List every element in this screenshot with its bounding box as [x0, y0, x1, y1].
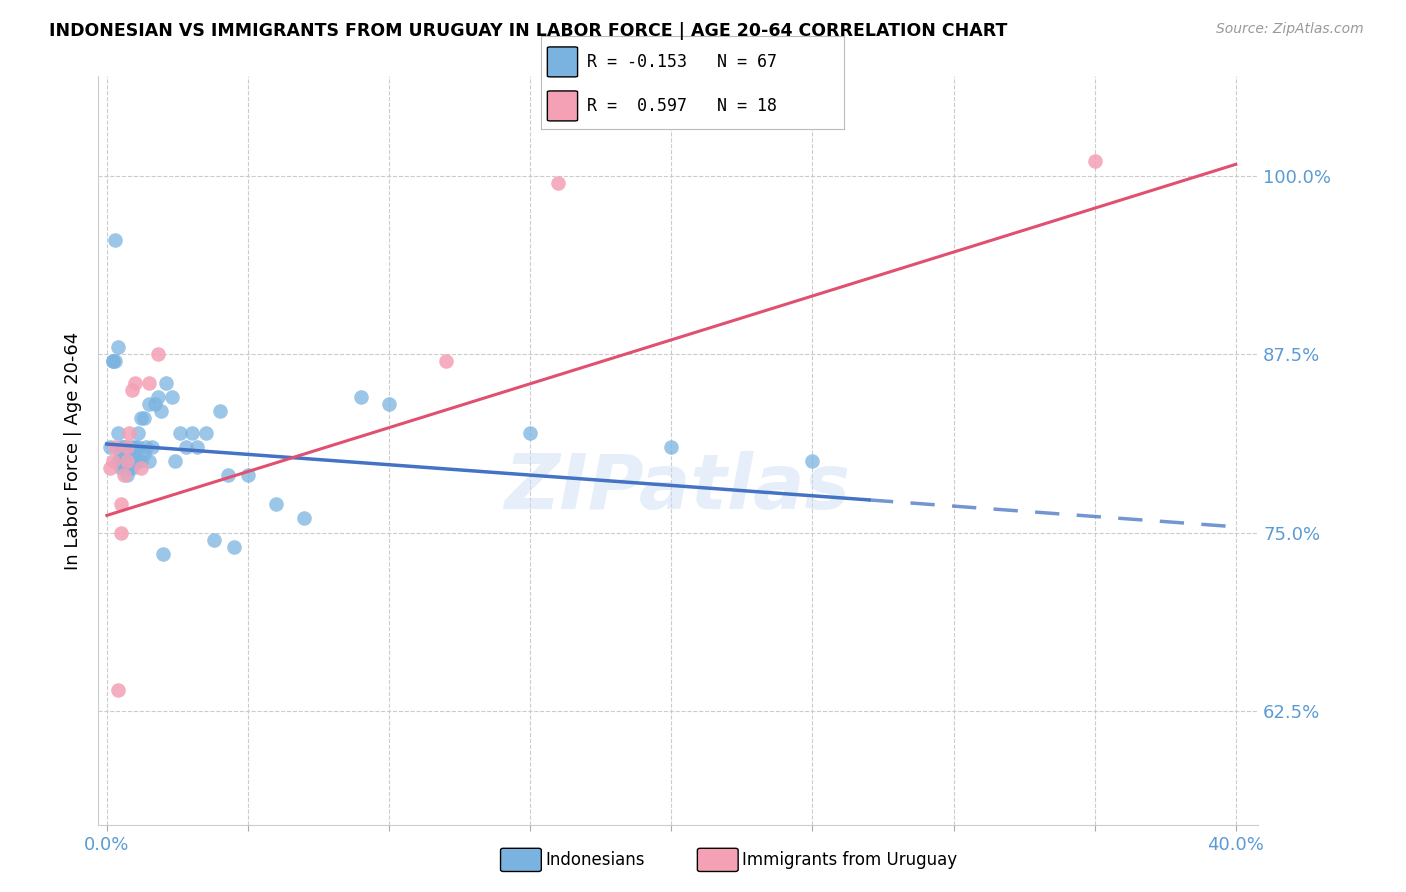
Point [127, 425, 149, 440]
Text: R =  0.597   N = 18: R = 0.597 N = 18 [586, 97, 776, 115]
Point [112, 440, 135, 454]
FancyBboxPatch shape [547, 47, 578, 77]
Point [121, 447, 143, 461]
Point [118, 447, 141, 461]
Point [112, 454, 135, 468]
Text: Source: ZipAtlas.com: Source: ZipAtlas.com [1216, 22, 1364, 37]
Point [138, 454, 160, 468]
Point [124, 440, 146, 454]
Point [115, 447, 138, 461]
Point [121, 454, 143, 468]
Point [519, 425, 541, 440]
Point [104, 440, 127, 454]
Point [110, 497, 132, 511]
Point [101, 454, 124, 468]
Point [112, 468, 135, 483]
Point [160, 390, 183, 404]
Point [186, 440, 208, 454]
Point [115, 461, 138, 475]
Point [115, 440, 138, 454]
Point [132, 447, 155, 461]
Point [118, 454, 141, 468]
Point [121, 461, 143, 475]
Point [107, 425, 129, 440]
Text: ZIPatlas: ZIPatlas [505, 451, 852, 524]
Point [124, 376, 146, 390]
Point [115, 440, 138, 454]
Point [202, 533, 225, 547]
Point [138, 397, 160, 411]
Point [146, 390, 169, 404]
Point [118, 461, 141, 475]
Text: Indonesians: Indonesians [546, 851, 645, 869]
Point [118, 425, 141, 440]
Point [127, 454, 149, 468]
Point [129, 461, 152, 475]
Y-axis label: In Labor Force | Age 20-64: In Labor Force | Age 20-64 [63, 331, 82, 570]
Point [124, 447, 146, 461]
Point [115, 454, 138, 468]
Point [180, 425, 202, 440]
Point [129, 454, 152, 468]
Point [110, 525, 132, 540]
Point [149, 404, 172, 418]
Point [112, 440, 135, 454]
Point [141, 440, 163, 454]
Point [378, 397, 401, 411]
Point [115, 468, 138, 483]
Point [107, 682, 129, 697]
Point [112, 461, 135, 475]
Point [98, 461, 121, 475]
Point [434, 354, 457, 368]
Point [208, 404, 231, 418]
Point [146, 347, 169, 361]
Point [107, 340, 129, 354]
Point [107, 454, 129, 468]
Point [110, 461, 132, 475]
Point [169, 425, 191, 440]
Point [143, 397, 166, 411]
Point [350, 390, 373, 404]
Point [129, 411, 152, 425]
Text: INDONESIAN VS IMMIGRANTS FROM URUGUAY IN LABOR FORCE | AGE 20-64 CORRELATION CHA: INDONESIAN VS IMMIGRANTS FROM URUGUAY IN… [49, 22, 1008, 40]
Text: Immigrants from Uruguay: Immigrants from Uruguay [742, 851, 957, 869]
Point [236, 468, 259, 483]
Point [110, 447, 132, 461]
Point [1084, 154, 1107, 169]
Point [264, 497, 287, 511]
Point [101, 354, 124, 368]
Text: R = -0.153   N = 67: R = -0.153 N = 67 [586, 53, 776, 70]
Point [127, 440, 149, 454]
Point [217, 468, 239, 483]
Point [115, 454, 138, 468]
Point [222, 540, 245, 554]
Point [101, 354, 124, 368]
Point [104, 233, 127, 247]
Point [110, 440, 132, 454]
Point [118, 447, 141, 461]
Point [104, 354, 127, 368]
Point [174, 440, 197, 454]
Point [155, 376, 177, 390]
Point [801, 454, 824, 468]
Point [152, 547, 174, 561]
Point [124, 454, 146, 468]
Point [659, 440, 682, 454]
Point [110, 454, 132, 468]
Point [163, 454, 186, 468]
Point [194, 425, 217, 440]
Point [121, 383, 143, 397]
Point [138, 376, 160, 390]
Point [294, 511, 316, 525]
FancyBboxPatch shape [547, 91, 578, 121]
Point [132, 411, 155, 425]
Point [121, 440, 143, 454]
Point [98, 440, 121, 454]
Point [135, 440, 157, 454]
Point [547, 176, 569, 190]
